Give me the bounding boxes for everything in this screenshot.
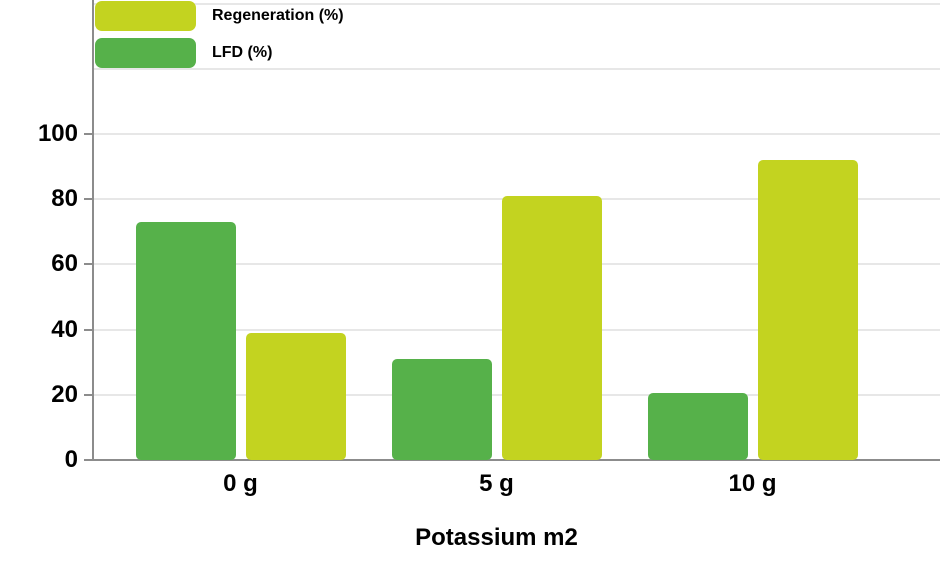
x-tick-label-10g: 10 g <box>728 470 777 497</box>
bar-10g-lfd <box>647 393 748 460</box>
gridline-120 <box>94 67 940 70</box>
x-tick-label-5g: 5 g <box>479 470 514 497</box>
y-tick-label-0: 0 <box>64 446 78 473</box>
y-tick-label-100: 100 <box>37 120 78 147</box>
y-tick-mark-20 <box>84 393 93 396</box>
gridline-140 <box>94 2 940 5</box>
bar-5g-regeneration <box>501 195 602 460</box>
bar-5g-lfd <box>391 358 492 460</box>
gridline-100 <box>94 133 940 135</box>
x-axis-line <box>92 459 940 461</box>
bar-0g-regeneration <box>245 332 346 460</box>
y-tick-mark-40 <box>84 328 93 331</box>
y-tick-label-20: 20 <box>51 380 78 408</box>
x-axis-title: Potassium m2 <box>415 524 578 551</box>
y-tick-label-80: 80 <box>51 185 78 213</box>
y-tick-mark-100 <box>84 133 93 135</box>
y-tick-mark-0 <box>84 459 93 461</box>
legend-label-lfd: LFD (%) <box>212 44 273 61</box>
y-tick-label-40: 40 <box>51 315 78 343</box>
y-axis-line <box>92 0 94 461</box>
legend-label-regeneration: Regeneration (%) <box>212 7 344 24</box>
y-tick-mark-80 <box>84 198 93 201</box>
legend-swatch-regeneration <box>95 1 196 31</box>
y-tick-label-60: 60 <box>51 250 78 278</box>
legend-swatch-lfd <box>95 38 196 68</box>
x-tick-label-0g: 0 g <box>223 470 258 497</box>
y-tick-mark-60 <box>84 263 93 266</box>
bar-0g-lfd <box>135 222 236 460</box>
bar-10g-regeneration <box>757 160 858 460</box>
